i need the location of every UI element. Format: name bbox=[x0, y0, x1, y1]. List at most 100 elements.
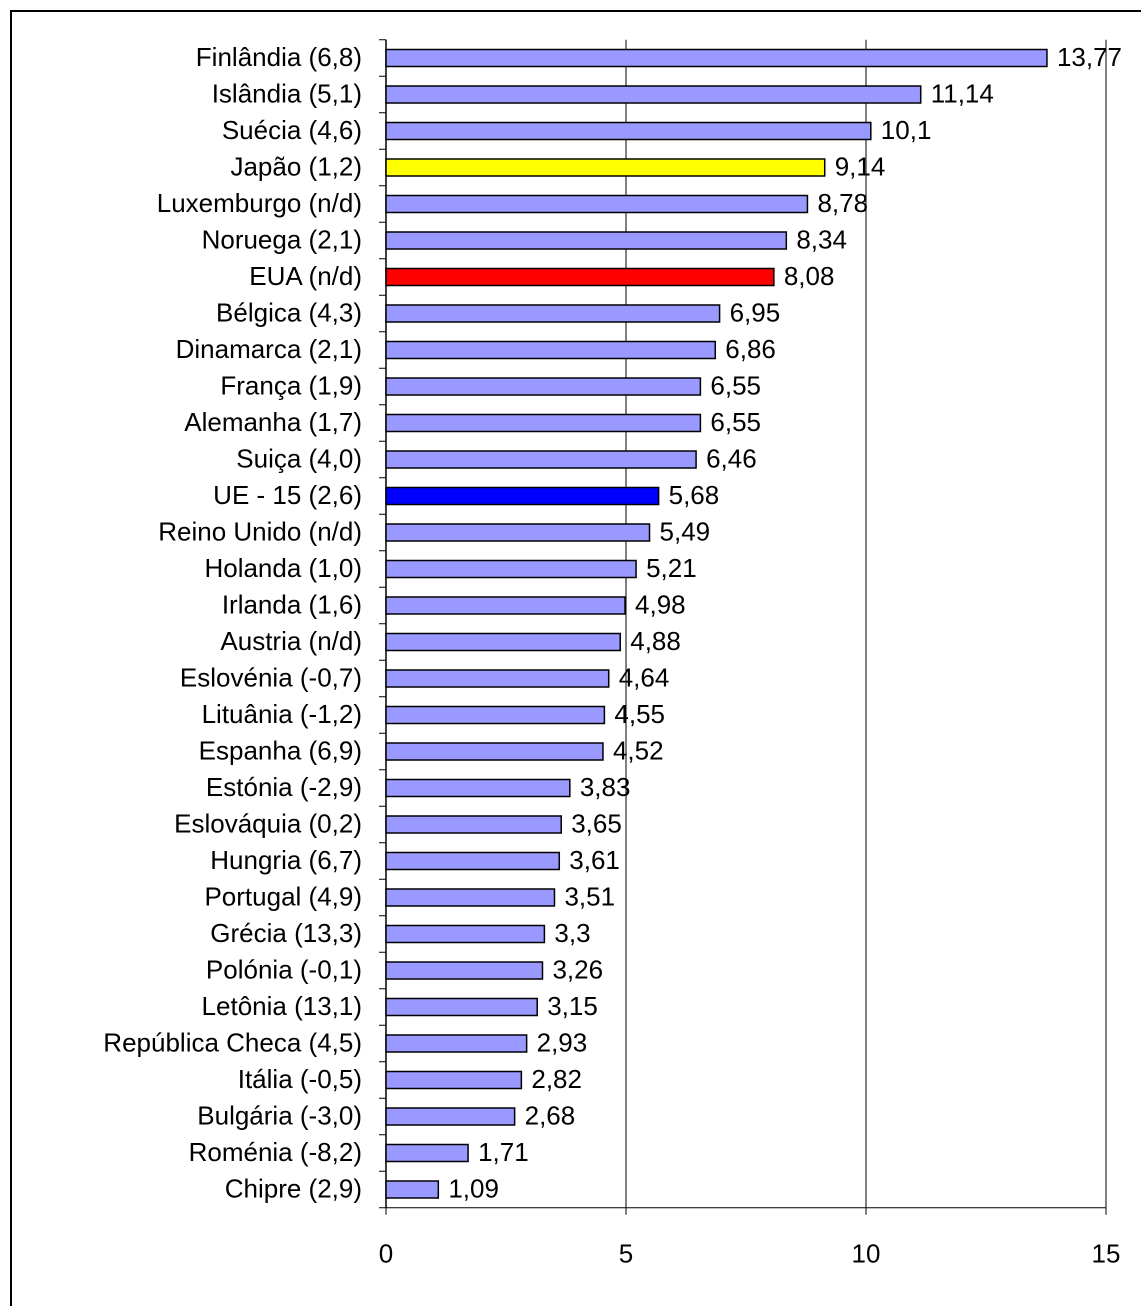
value-label: 3,65 bbox=[571, 808, 622, 838]
value-label: 3,61 bbox=[569, 845, 620, 875]
bar bbox=[385, 1107, 516, 1126]
value-label: 8,34 bbox=[796, 224, 847, 254]
bar bbox=[385, 778, 571, 798]
value-label: 6,95 bbox=[730, 297, 781, 327]
value-label: 1,09 bbox=[448, 1173, 499, 1203]
y-tick-label: Grécia (13,3) bbox=[210, 918, 362, 948]
x-tick-label: 0 bbox=[379, 1239, 393, 1269]
y-tick-label: Holanda (1,0) bbox=[204, 553, 362, 583]
bar bbox=[385, 267, 775, 287]
bar bbox=[385, 450, 697, 469]
y-tick-label: Finlândia (6,8) bbox=[196, 42, 362, 72]
bar bbox=[385, 377, 702, 396]
value-label: 4,55 bbox=[614, 699, 665, 729]
value-label: 3,15 bbox=[547, 991, 598, 1021]
bar bbox=[385, 1143, 469, 1163]
value-label: 5,68 bbox=[669, 480, 720, 510]
y-tick-label: Dinamarca (2,1) bbox=[176, 334, 362, 364]
y-tick-label: Letônia (13,1) bbox=[202, 991, 362, 1021]
value-label: 9,14 bbox=[835, 151, 886, 181]
y-tick-label: Japão (1,2) bbox=[230, 151, 362, 181]
bar bbox=[385, 1034, 528, 1053]
y-tick-label: EUA (n/d) bbox=[249, 261, 362, 291]
value-label: 8,78 bbox=[817, 188, 868, 218]
y-tick-label: Portugal (4,9) bbox=[204, 881, 362, 911]
bar bbox=[385, 1180, 440, 1199]
y-tick-label: Suiça (4,0) bbox=[236, 443, 362, 473]
y-tick-label: Alemanha (1,7) bbox=[184, 407, 362, 437]
bar bbox=[385, 742, 604, 761]
y-tick-label: UE - 15 (2,6) bbox=[213, 480, 362, 510]
x-tick-label: 15 bbox=[1092, 1239, 1121, 1269]
value-label: 6,55 bbox=[710, 370, 761, 400]
y-tick-label: República Checa (4,5) bbox=[103, 1027, 362, 1057]
y-tick-label: França (1,9) bbox=[220, 370, 362, 400]
value-label: 8,08 bbox=[784, 261, 835, 291]
value-label: 10,1 bbox=[881, 115, 932, 145]
value-label: 2,82 bbox=[531, 1064, 582, 1094]
bar bbox=[385, 961, 544, 980]
bar bbox=[385, 194, 809, 214]
value-label: 3,51 bbox=[564, 881, 615, 911]
bar bbox=[385, 304, 721, 323]
bar bbox=[385, 705, 606, 725]
y-tick-label: Noruega (2,1) bbox=[202, 224, 362, 254]
bar bbox=[385, 523, 651, 542]
value-label: 11,14 bbox=[931, 78, 994, 108]
y-tick-label: Eslováquia (0,2) bbox=[174, 808, 362, 838]
chart-frame bbox=[10, 10, 1141, 1306]
bar bbox=[385, 596, 626, 615]
value-label: 5,49 bbox=[660, 516, 711, 546]
y-tick-label: Hungria (6,7) bbox=[210, 845, 362, 875]
bar bbox=[385, 340, 717, 360]
value-label: 4,88 bbox=[630, 626, 681, 656]
bar bbox=[385, 121, 872, 141]
value-label: 4,98 bbox=[635, 589, 686, 619]
bar bbox=[385, 888, 556, 907]
bar bbox=[385, 815, 562, 834]
bar bbox=[385, 486, 660, 506]
value-label: 6,46 bbox=[706, 443, 757, 473]
y-tick-label: Chipre (2,9) bbox=[225, 1173, 362, 1203]
value-label: 2,68 bbox=[525, 1100, 576, 1130]
value-label: 6,55 bbox=[710, 407, 761, 437]
bar bbox=[385, 559, 637, 579]
bar bbox=[385, 158, 826, 177]
value-label: 5,21 bbox=[646, 553, 697, 583]
value-label: 3,83 bbox=[580, 772, 631, 802]
y-tick-label: Suécia (4,6) bbox=[222, 115, 362, 145]
bar bbox=[385, 85, 922, 104]
bar bbox=[385, 1070, 523, 1090]
y-tick-label: Polónia (-0,1) bbox=[206, 954, 362, 984]
y-tick-label: Estónia (-2,9) bbox=[206, 772, 362, 802]
y-tick-label: Austria (n/d) bbox=[220, 626, 362, 656]
bar bbox=[385, 997, 538, 1017]
value-label: 6,86 bbox=[725, 334, 776, 364]
y-tick-label: Bélgica (4,3) bbox=[216, 297, 362, 327]
y-tick-label: Luxemburgo (n/d) bbox=[157, 188, 362, 218]
y-tick-label: Itália (-0,5) bbox=[238, 1064, 362, 1094]
value-label: 13,77 bbox=[1057, 42, 1122, 72]
y-tick-label: Irlanda (1,6) bbox=[222, 589, 362, 619]
bar bbox=[385, 48, 1048, 68]
x-tick-label: 10 bbox=[852, 1239, 881, 1269]
bar bbox=[385, 231, 788, 250]
y-tick-label: Bulgária (-3,0) bbox=[197, 1100, 362, 1130]
y-tick-label: Lituânia (-1,2) bbox=[202, 699, 362, 729]
value-label: 4,64 bbox=[619, 662, 670, 692]
y-tick-label: Islândia (5,1) bbox=[212, 78, 362, 108]
bar bbox=[385, 413, 702, 433]
y-tick-label: Roménia (-8,2) bbox=[189, 1137, 362, 1167]
x-tick-label: 5 bbox=[619, 1239, 633, 1269]
bar bbox=[385, 632, 621, 652]
value-label: 2,93 bbox=[537, 1027, 588, 1057]
value-label: 1,71 bbox=[478, 1137, 529, 1167]
bar bbox=[385, 924, 546, 944]
y-tick-label: Espanha (6,9) bbox=[199, 735, 362, 765]
bar bbox=[385, 669, 610, 688]
bar bbox=[385, 851, 561, 871]
value-label: 3,26 bbox=[552, 954, 603, 984]
value-label: 3,3 bbox=[554, 918, 590, 948]
y-tick-label: Reino Unido (n/d) bbox=[158, 516, 362, 546]
